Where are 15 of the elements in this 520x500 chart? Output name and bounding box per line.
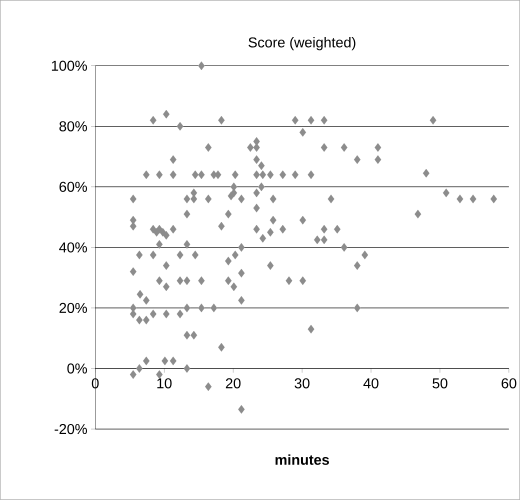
x-tick-label: 20 (226, 378, 241, 388)
x-tick-label: 30 (294, 378, 310, 388)
x-tick-label: 50 (432, 378, 448, 388)
y-tick-label: 20% (60, 302, 87, 314)
y-tick-label: 80% (59, 121, 87, 132)
y-tick-label: -20% (54, 424, 87, 434)
y-tick-label: 100% (52, 60, 87, 71)
y-tick-label: 60% (60, 182, 87, 192)
x-tick-label: 10 (157, 378, 172, 388)
x-tick-label: 60 (502, 378, 516, 388)
y-tick-label: 0% (67, 364, 87, 374)
y-tick-label: 40% (59, 242, 87, 253)
chart-title: Score (weighted) (248, 37, 356, 50)
x-axis-title: minutes (276, 454, 329, 465)
x-tick-label: 40 (363, 378, 378, 388)
